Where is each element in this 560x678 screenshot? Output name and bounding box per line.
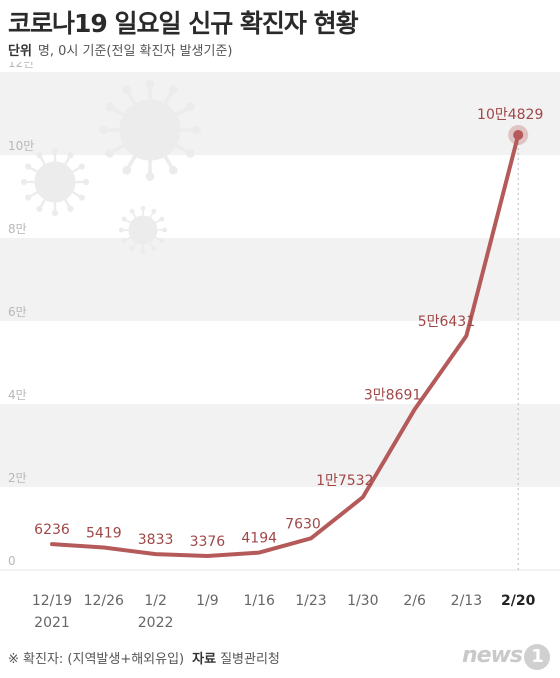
x-tick-label: 1/9	[196, 593, 219, 609]
series-line	[50, 132, 521, 558]
virus-icon	[99, 79, 201, 181]
data-label: 6236	[34, 522, 70, 538]
virus-icon	[118, 205, 168, 255]
data-point	[513, 129, 524, 140]
unit-row: 단위 명, 0시 기준(전일 확진자 발생기준)	[8, 40, 232, 59]
logo-text: news	[461, 643, 523, 668]
x-tick-label: 12/26	[84, 593, 124, 609]
footnote-text: ※ 확진자: (지역발생+해외유입)	[8, 652, 185, 667]
x-tick-label: 1/16	[243, 593, 275, 609]
y-tick-label: 2만	[8, 471, 27, 485]
grid-band	[0, 72, 560, 155]
footnote: ※ 확진자: (지역발생+해외유입) 자료 질병관리청	[8, 648, 280, 667]
x-tick-label: 12/19	[32, 593, 72, 609]
line-chart: 0 2만 4만 6만 8만 10만 12만 6236 5419 3833 3376 4194 7630 1…	[0, 62, 560, 631]
news1-logo: news 1	[462, 643, 550, 670]
data-label: 10만4829	[477, 107, 543, 123]
y-tick-label: 4만	[8, 388, 27, 402]
y-tick-label: 8만	[8, 222, 27, 236]
data-label: 3833	[138, 532, 174, 548]
data-label: 3376	[190, 534, 226, 550]
data-label: 5419	[86, 526, 122, 542]
y-tick-label: 10만	[8, 139, 34, 153]
unit-text: 명, 0시 기준(전일 확진자 발생기준)	[37, 44, 233, 59]
unit-label: 단위	[8, 44, 32, 59]
data-label: 4194	[241, 531, 277, 547]
data-label: 5만6431	[418, 314, 475, 330]
y-tick-label: 12만	[8, 62, 34, 70]
data-label: 7630	[285, 516, 321, 532]
data-label: 3만8691	[364, 387, 421, 403]
grid-band	[0, 404, 560, 487]
data-label: 1만7532	[316, 473, 373, 489]
x-tick-label: 1/30	[347, 593, 378, 609]
x-tick-label: 2/20	[501, 593, 536, 609]
chart-title: 코로나19 일요일 신규 확진자 현황	[8, 9, 359, 38]
logo-mark: 1	[524, 644, 550, 670]
y-tick-label: 0	[8, 554, 16, 568]
source-label: 자료	[192, 652, 217, 667]
virus-icon	[20, 147, 90, 217]
y-tick-label: 6만	[8, 305, 27, 319]
x-tick-label: 1/2	[144, 593, 167, 609]
x-year-label: 2021	[34, 615, 70, 631]
source-name: 질병관리청	[220, 652, 280, 667]
x-tick-label: 1/23	[295, 593, 326, 609]
x-tick-label: 2/13	[451, 593, 482, 609]
grid-band	[0, 238, 560, 321]
x-tick-label: 2/6	[403, 593, 426, 609]
x-year-label: 2022	[138, 615, 174, 631]
